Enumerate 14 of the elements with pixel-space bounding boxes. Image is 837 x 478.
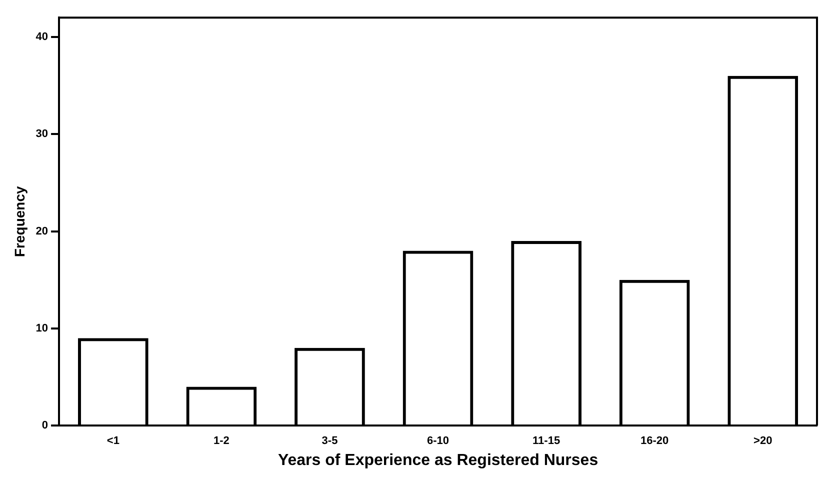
x-tick-label: 1-2 — [214, 435, 230, 448]
y-tick-label: 20 — [36, 225, 48, 238]
y-axis-title: Frequency — [11, 186, 28, 258]
x-tick-label: 16-20 — [640, 435, 669, 448]
x-tick-label: 11-15 — [532, 435, 560, 448]
y-tick-label: 30 — [36, 128, 48, 140]
x-tick-label: 6-10 — [427, 435, 450, 448]
x-axis-title: Years of Experience as Registered Nurses — [278, 452, 598, 469]
y-tick-label: 40 — [36, 31, 48, 44]
y-tick-label: 10 — [36, 322, 48, 334]
x-tick-label: 3-5 — [322, 435, 338, 448]
y-tick-label: 0 — [42, 420, 48, 432]
x-tick-label: <1 — [106, 435, 120, 448]
x-tick-label: >20 — [754, 435, 772, 448]
